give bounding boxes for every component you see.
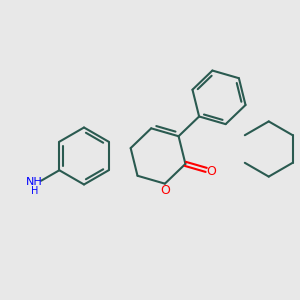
Text: H: H (31, 186, 38, 196)
Text: NH: NH (26, 177, 43, 187)
Text: O: O (160, 184, 170, 197)
Text: O: O (206, 165, 216, 178)
